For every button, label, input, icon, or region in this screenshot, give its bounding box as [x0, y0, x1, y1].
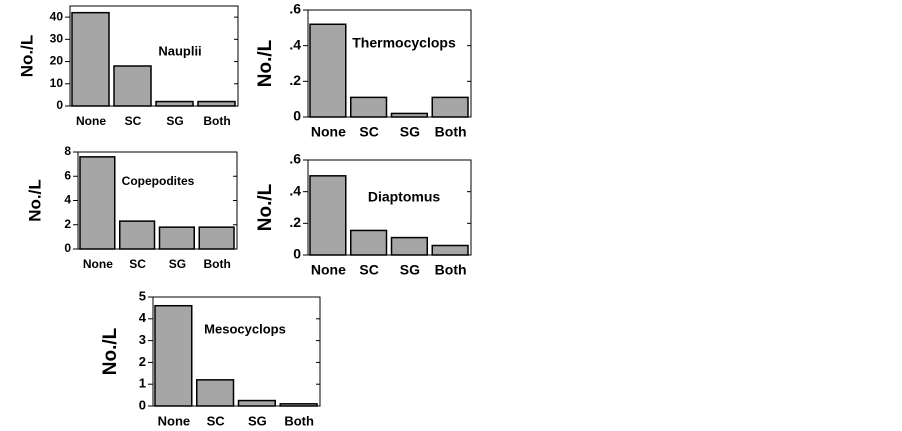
x-tick-label: None — [311, 262, 346, 278]
bar — [119, 220, 156, 250]
chart-title: Copepodites — [122, 174, 195, 188]
y-tick-label: 0 — [139, 397, 146, 412]
x-tick-label: SC — [359, 262, 378, 278]
x-tick-label: None — [83, 257, 113, 271]
y-axis-label: No./L — [255, 183, 276, 231]
y-tick-label: .4 — [289, 182, 301, 198]
y-tick-label: 0 — [56, 98, 63, 112]
x-tick-label: SC — [207, 413, 226, 428]
y-tick-label: 3 — [139, 332, 146, 347]
y-tick-label: 2 — [64, 217, 71, 231]
plot-frame — [69, 5, 239, 107]
y-axis-label: No./L — [17, 35, 36, 78]
bar — [196, 379, 235, 407]
y-axis-label: No./L — [25, 179, 44, 222]
y-axis-label: No./L — [255, 39, 276, 87]
y-tick-label: 4 — [139, 310, 147, 325]
x-tick-label: Both — [435, 262, 467, 278]
y-tick-label: 20 — [50, 54, 64, 68]
x-tick-label: None — [76, 114, 106, 128]
bar — [279, 403, 318, 407]
bar — [390, 112, 428, 118]
bar — [155, 100, 194, 107]
y-tick-label: 10 — [50, 76, 64, 90]
y-tick-label: 8 — [64, 144, 71, 158]
x-tick-label: SG — [248, 413, 267, 428]
y-tick-label: .2 — [289, 72, 301, 88]
y-tick-label: 1 — [139, 376, 146, 391]
bar — [154, 304, 193, 407]
x-tick-label: None — [158, 413, 191, 428]
y-tick-label: 0 — [64, 241, 71, 255]
chart-title: Thermocyclops — [352, 35, 456, 51]
x-tick-label: Both — [203, 257, 230, 271]
bar — [390, 236, 428, 256]
y-tick-label: 2 — [139, 354, 146, 369]
bar — [350, 96, 388, 118]
bar — [431, 244, 469, 256]
y-tick-label: 6 — [64, 168, 71, 182]
bar — [71, 11, 110, 107]
y-tick-label: .4 — [289, 36, 301, 52]
x-tick-label: Both — [435, 124, 467, 140]
x-tick-label: SG — [169, 257, 186, 271]
y-tick-label: .6 — [289, 151, 301, 167]
x-tick-label: SG — [166, 114, 183, 128]
y-tick-label: 0 — [293, 108, 301, 124]
plot-frame — [307, 9, 472, 118]
x-tick-label: None — [311, 124, 346, 140]
bar — [309, 175, 347, 256]
y-tick-label: .2 — [289, 214, 301, 230]
x-tick-label: SC — [359, 124, 378, 140]
x-tick-label: SG — [400, 262, 420, 278]
bar — [350, 229, 388, 256]
y-axis-label: No./L — [100, 327, 121, 375]
chart-title: Diaptomus — [368, 189, 441, 205]
bar — [113, 65, 152, 107]
y-tick-label: 5 — [139, 288, 146, 303]
y-tick-label: .6 — [289, 1, 301, 17]
plot-frame — [307, 159, 472, 256]
x-tick-label: Both — [284, 413, 314, 428]
chart-title: Nauplii — [158, 43, 201, 58]
x-tick-label: SC — [129, 257, 146, 271]
x-tick-label: Both — [203, 114, 230, 128]
y-tick-label: 4 — [64, 193, 71, 207]
bar — [79, 156, 116, 250]
x-tick-label: SG — [400, 124, 420, 140]
chart-title: Mesocyclops — [204, 321, 286, 336]
y-tick-label: 0 — [293, 246, 301, 262]
plot-frame — [152, 296, 321, 407]
bar — [237, 399, 276, 407]
bar — [309, 23, 347, 118]
bar — [158, 226, 195, 250]
x-tick-label: SC — [125, 114, 142, 128]
y-tick-label: 40 — [50, 9, 64, 23]
bar — [431, 96, 469, 118]
bar — [197, 100, 236, 107]
y-tick-label: 30 — [50, 32, 64, 46]
bar — [198, 226, 235, 250]
